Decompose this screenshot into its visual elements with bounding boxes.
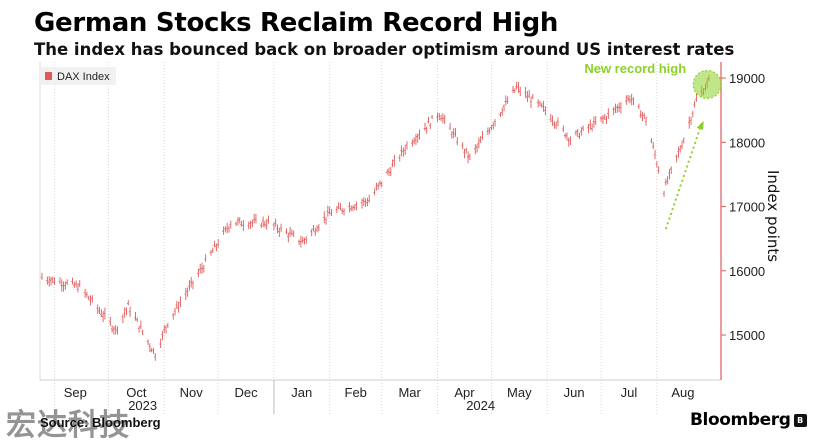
x-tick-label: Jun — [564, 385, 585, 400]
x-year-label: 2024 — [466, 398, 495, 413]
y-tick-label: 16000 — [729, 264, 765, 279]
x-tick-label: Feb — [345, 385, 367, 400]
legend-label: DAX Index — [57, 71, 110, 83]
bloomberg-badge-icon: B — [793, 414, 807, 427]
x-tick-label: Jan — [291, 385, 312, 400]
legend-swatch — [45, 72, 52, 80]
source-note: Source: Bloomberg — [40, 415, 161, 430]
x-tick-label: Dec — [234, 385, 258, 400]
annotation-text: New record high — [584, 61, 686, 76]
x-tick-label: Oct — [126, 385, 147, 400]
y-tick-label: 18000 — [729, 135, 765, 150]
chart-subtitle: The index has bounced back on broader op… — [34, 40, 735, 59]
bloomberg-logo: Bloomberg B — [690, 410, 807, 430]
y-tick-label: 15000 — [729, 328, 765, 343]
y-tick-label: 17000 — [729, 200, 765, 215]
brand-text: Bloomberg — [690, 410, 791, 430]
y-axis-title: Index points — [764, 170, 782, 262]
y-tick-label: 19000 — [729, 71, 765, 86]
dax-series — [40, 74, 710, 361]
x-year-label: 2023 — [128, 398, 157, 413]
arrow-head-icon — [696, 121, 704, 130]
x-tick-label: Sep — [64, 385, 87, 400]
x-tick-label: May — [507, 385, 532, 400]
x-tick-label: Mar — [398, 385, 421, 400]
x-tick-label: Apr — [454, 385, 475, 400]
y-axis: 15000 16000 17000 18000 19000 Index points — [721, 71, 782, 343]
record-highlight-circle — [692, 69, 722, 100]
x-tick-label: Aug — [671, 385, 694, 400]
x-tick-label: Jul — [621, 385, 638, 400]
x-axis: Sep Oct Nov Dec Jan Feb Mar Apr May Jun Jul Aug 2023… — [64, 380, 695, 414]
grid-lines — [39, 62, 722, 414]
watermark-text: 宏达科技 — [6, 408, 130, 443]
x-tick-label: Nov — [180, 385, 204, 400]
trend-arrow-line — [664, 122, 703, 230]
legend: DAX Index — [40, 67, 116, 85]
record-annotation: New record high — [584, 61, 722, 230]
chart-title: German Stocks Reclaim Record High — [34, 8, 559, 38]
legend-box — [40, 67, 116, 85]
